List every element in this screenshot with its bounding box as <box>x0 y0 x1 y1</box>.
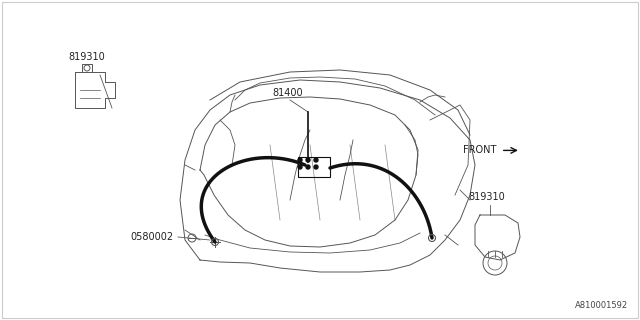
Circle shape <box>314 158 318 162</box>
Text: FRONT: FRONT <box>463 145 497 156</box>
Bar <box>298 157 330 177</box>
Text: 0580002: 0580002 <box>130 232 173 242</box>
Text: A810001592: A810001592 <box>575 301 628 310</box>
Circle shape <box>298 158 302 162</box>
Circle shape <box>314 165 318 169</box>
Circle shape <box>298 165 302 169</box>
Text: 819310: 819310 <box>68 52 105 62</box>
Circle shape <box>306 158 310 162</box>
Circle shape <box>306 165 310 169</box>
Text: 819310: 819310 <box>468 192 505 202</box>
Text: 81400: 81400 <box>272 88 303 98</box>
